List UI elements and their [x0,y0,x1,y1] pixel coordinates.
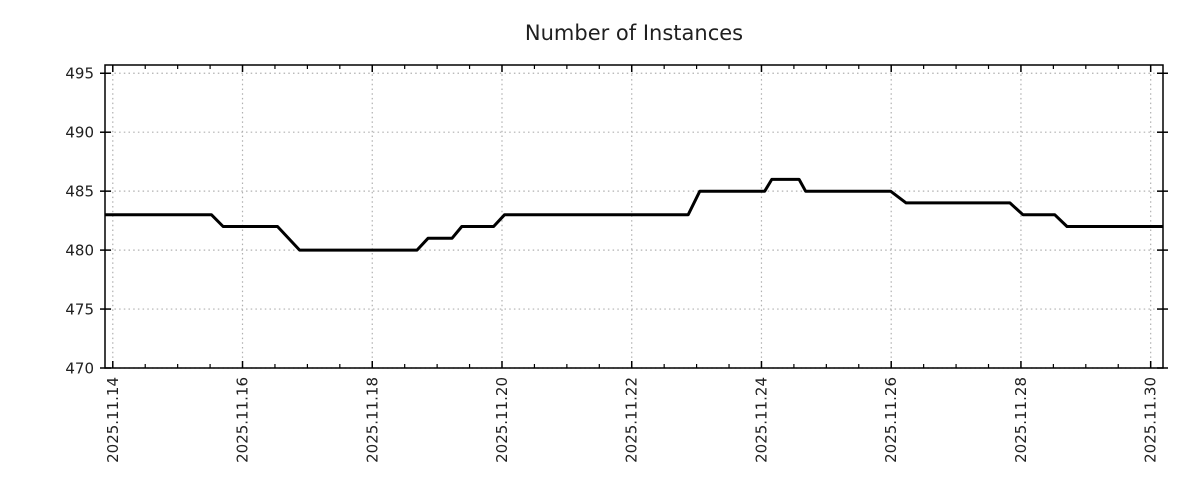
x-tick-label: 2025.11.14 [104,377,122,463]
x-tick-label: 2025.11.26 [882,377,900,463]
y-tick-label: 490 [65,123,94,141]
plot-border [104,64,1164,369]
grid-lines [105,65,1163,369]
series-layer [105,177,1163,252]
x-tick-label: 2025.11.28 [1012,377,1030,463]
x-tick-label: 2025.11.22 [623,377,641,463]
axis-frame [104,64,1164,369]
x-tick-label: 2025.11.20 [493,377,511,463]
axis-ticks [100,65,1168,369]
chart-title: Number of Instances [525,21,743,45]
y-tick-label: 470 [65,359,94,377]
y-tick-label: 480 [65,241,94,259]
x-tick-label: 2025.11.16 [234,377,252,463]
y-tick-label: 495 [65,65,94,83]
series-line [105,177,1163,252]
y-tick-label: 475 [65,300,94,318]
axis-tick-labels: 470 475 480 485 490 495 2025.11.14 2025.11.16 20… [65,65,1159,463]
x-tick-label: 2025.11.30 [1142,377,1160,463]
x-tick-label: 2025.11.18 [363,377,381,463]
y-tick-label: 485 [65,182,94,200]
x-tick-label: 2025.11.24 [752,377,770,463]
